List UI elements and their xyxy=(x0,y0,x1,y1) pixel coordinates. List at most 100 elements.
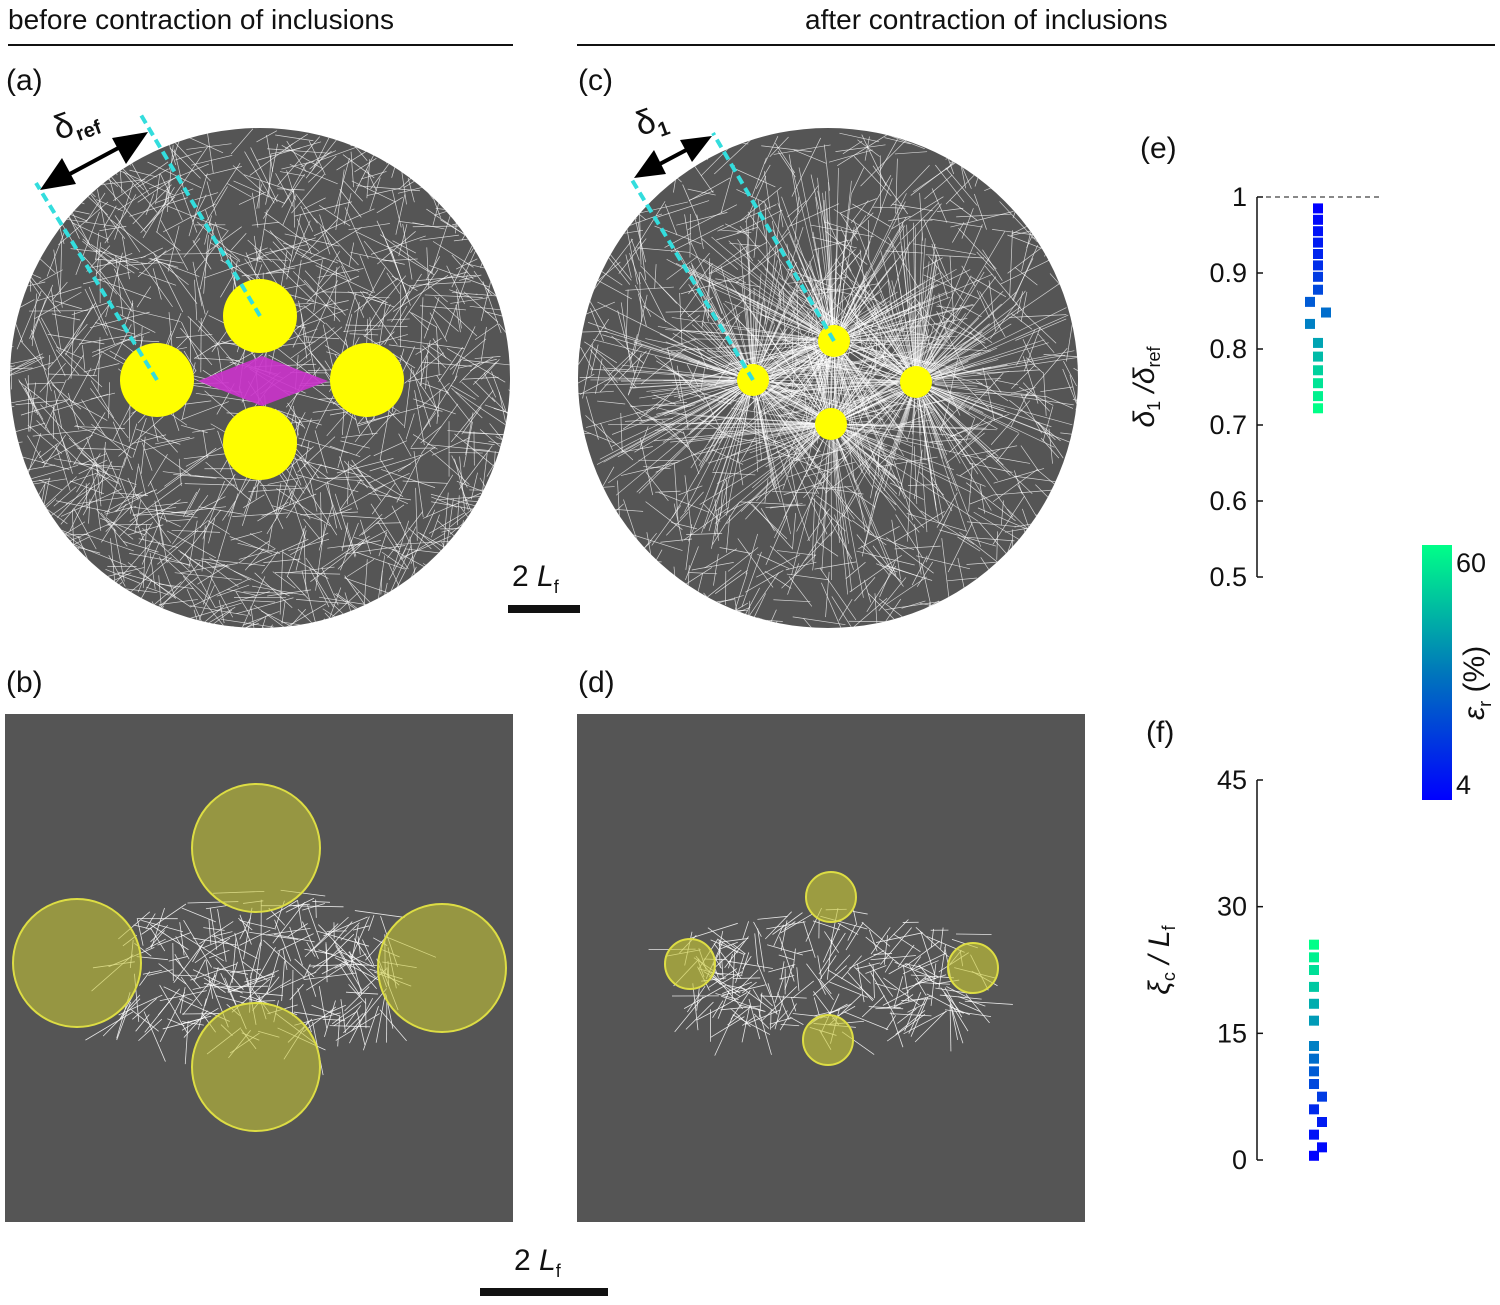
fiber xyxy=(82,345,86,370)
fiber xyxy=(679,252,710,290)
fiber xyxy=(253,235,258,260)
fiber xyxy=(229,536,273,555)
fiber xyxy=(333,940,354,974)
fiber xyxy=(68,599,71,628)
fiber xyxy=(332,591,360,618)
fiber xyxy=(680,627,728,628)
fiber xyxy=(118,571,178,589)
fiber xyxy=(991,607,1025,628)
fiber xyxy=(793,149,827,164)
fiber xyxy=(194,937,231,964)
fiber xyxy=(1032,620,1078,628)
fiber xyxy=(839,433,898,495)
fiber xyxy=(745,533,758,575)
fiber xyxy=(837,431,925,528)
fiber xyxy=(80,607,137,617)
fiber xyxy=(819,567,857,621)
fiber xyxy=(342,515,384,519)
fiber xyxy=(795,518,833,575)
fiber xyxy=(238,917,253,931)
fiber xyxy=(1057,584,1078,591)
fiber xyxy=(737,239,754,262)
fiber xyxy=(792,170,832,332)
fiber xyxy=(870,955,916,961)
fiber xyxy=(192,261,203,307)
fiber xyxy=(925,271,985,367)
fiber xyxy=(289,480,299,505)
fiber xyxy=(306,905,321,941)
fiber xyxy=(891,196,944,230)
fiber xyxy=(184,626,234,628)
fiber xyxy=(437,580,469,584)
fiber xyxy=(181,424,208,434)
fiber xyxy=(752,207,755,231)
fiber xyxy=(769,136,789,158)
fiber xyxy=(202,480,225,540)
fiber xyxy=(638,388,745,494)
fiber xyxy=(603,565,646,590)
fiber xyxy=(764,570,792,589)
fiber xyxy=(145,193,155,215)
fiber xyxy=(776,451,832,474)
fiber xyxy=(292,271,315,293)
fiber xyxy=(833,209,892,246)
data-point xyxy=(1313,378,1323,389)
fiber xyxy=(762,393,853,514)
fiber xyxy=(461,576,480,603)
fiber xyxy=(349,997,374,1044)
fiber xyxy=(362,1005,379,1051)
fiber xyxy=(378,304,391,328)
fiber xyxy=(915,960,939,971)
fiber xyxy=(811,352,828,377)
fiber xyxy=(251,585,306,596)
fiber xyxy=(272,571,296,589)
fiber xyxy=(73,300,113,354)
fiber xyxy=(188,488,201,510)
fiber xyxy=(670,224,724,252)
fiber xyxy=(671,396,744,518)
fiber xyxy=(595,278,632,300)
fiber xyxy=(499,153,510,206)
fiber xyxy=(683,349,737,373)
guide-line-top xyxy=(139,113,262,318)
fiber xyxy=(403,158,452,188)
fiber xyxy=(104,139,118,176)
fiber xyxy=(609,557,647,569)
fiber xyxy=(578,503,624,547)
fiber xyxy=(339,479,362,510)
fiber xyxy=(892,203,933,212)
fiber xyxy=(14,249,33,272)
data-point xyxy=(1309,1129,1319,1140)
fiber xyxy=(990,149,1022,159)
fiber xyxy=(70,311,75,379)
fiber xyxy=(990,604,1007,625)
fiber xyxy=(482,281,502,333)
fiber xyxy=(320,226,331,255)
fiber xyxy=(386,246,435,276)
fiber xyxy=(107,600,116,628)
fiber xyxy=(181,400,212,405)
data-point xyxy=(1313,226,1323,237)
fiber xyxy=(835,954,851,972)
fiber xyxy=(578,558,605,584)
fiber xyxy=(1065,158,1072,186)
fiber xyxy=(706,390,742,425)
fiber xyxy=(46,517,55,560)
fiber xyxy=(746,308,752,363)
data-point xyxy=(1313,284,1323,295)
fiber xyxy=(22,549,40,609)
fiber xyxy=(460,166,474,229)
delta-ref-arrow xyxy=(65,144,123,178)
fiber xyxy=(861,283,909,369)
fiber xyxy=(637,222,647,281)
inclusion-right xyxy=(377,903,507,1033)
fiber xyxy=(578,568,610,573)
fiber xyxy=(720,165,735,213)
fiber xyxy=(75,424,136,451)
fiber xyxy=(297,900,303,928)
fiber xyxy=(682,264,821,335)
fiber xyxy=(495,436,510,462)
fiber xyxy=(15,454,70,470)
fiber xyxy=(386,318,410,321)
fiber xyxy=(175,936,190,960)
